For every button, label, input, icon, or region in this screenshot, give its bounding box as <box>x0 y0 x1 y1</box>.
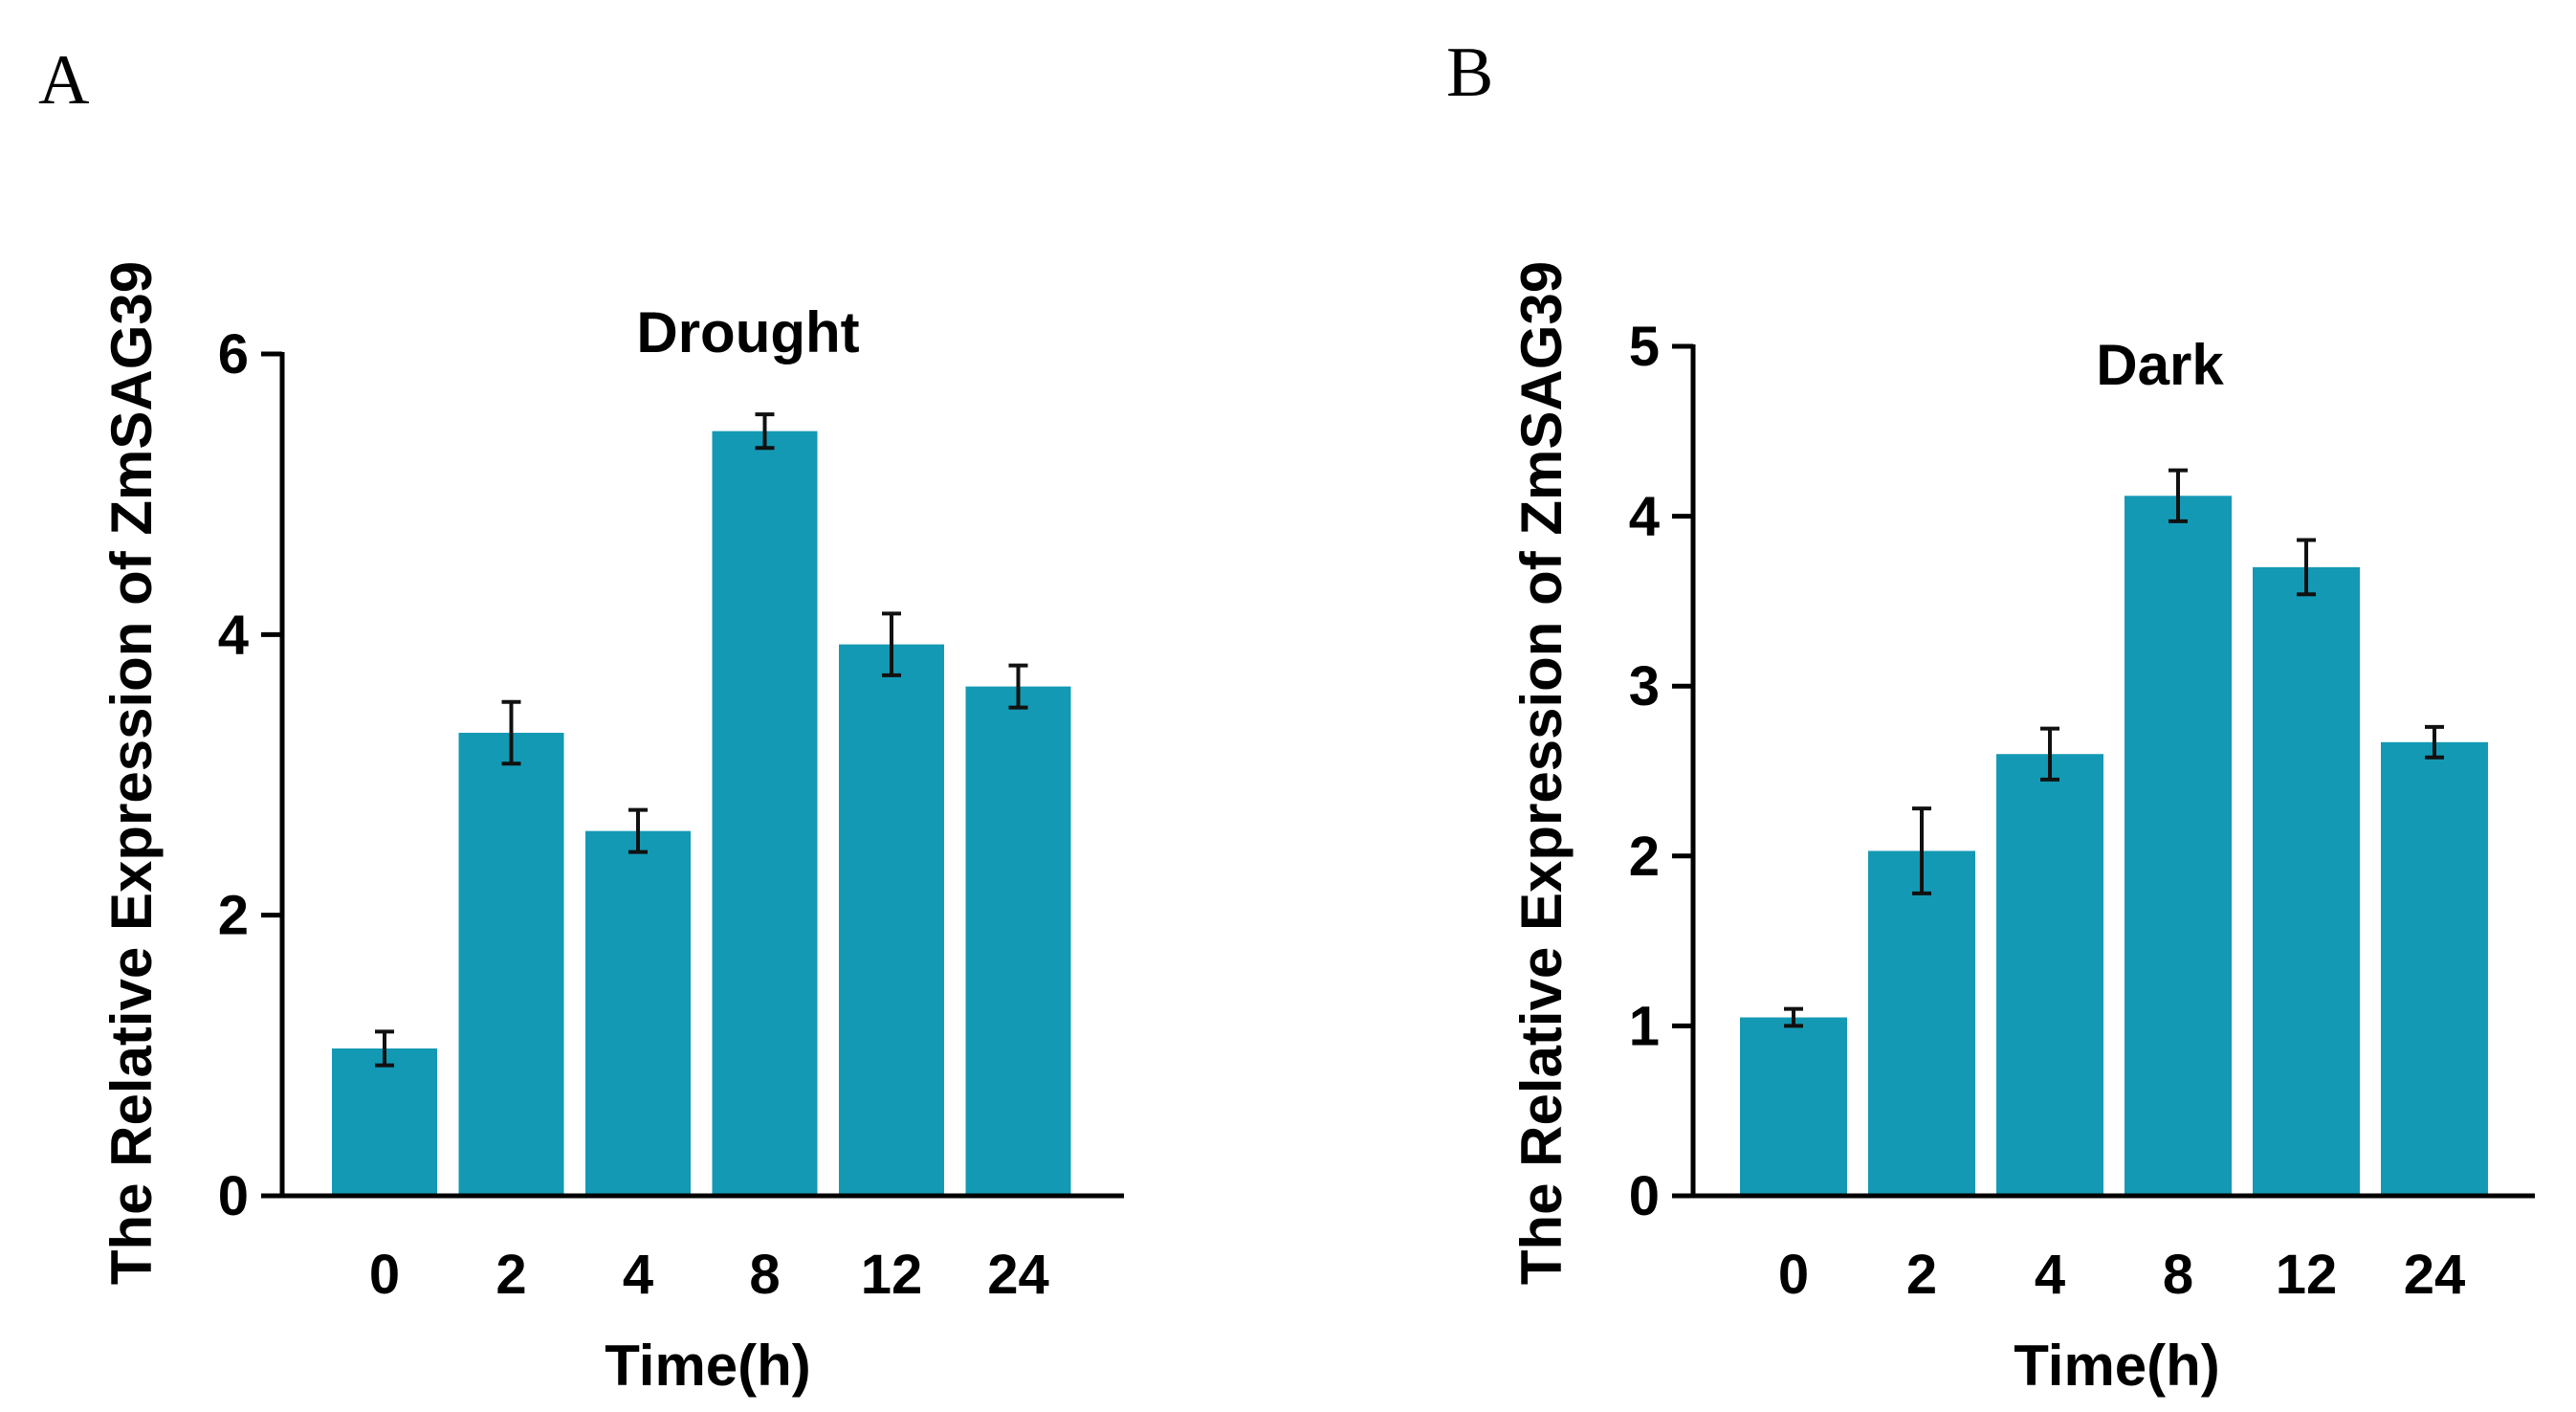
error-bar-0 <box>375 1029 394 1068</box>
x-tick-label: 4 <box>623 1244 653 1306</box>
error-bar-series <box>375 412 1028 1068</box>
y-tick-label: 2 <box>1629 826 1660 888</box>
x-tick-label: 0 <box>369 1244 400 1306</box>
error-bar-24 <box>1008 663 1028 710</box>
error-bar-12 <box>882 611 901 677</box>
bar-2 <box>1868 850 1975 1196</box>
x-tick-label: 24 <box>2404 1244 2466 1306</box>
bar-0 <box>1740 1017 1847 1196</box>
y-tick-label: 4 <box>1629 486 1660 548</box>
bar-12 <box>839 644 944 1196</box>
bar-2 <box>458 733 564 1196</box>
error-bar-12 <box>2297 538 2316 597</box>
x-tick-label: 4 <box>2035 1244 2065 1306</box>
y-tick-group: 0 1 2 3 4 5 <box>1629 316 1693 1227</box>
panel-b-dark: B Dark The Relative Expression of ZmSAG3… <box>1446 33 2535 1398</box>
panel-a-drought: A Drought The Relative Expression of ZmS… <box>38 41 1124 1398</box>
panel-label-a: A <box>38 41 89 120</box>
bar-8 <box>2125 496 2232 1196</box>
y-tick-label: 5 <box>1629 316 1660 378</box>
x-tick-label: 0 <box>1778 1244 1809 1306</box>
bar-4 <box>585 830 691 1196</box>
error-bar-series <box>1784 468 2444 1028</box>
x-tick-group: 0 2 4 8 12 24 <box>1778 1244 2465 1306</box>
y-axis-label: The Relative Expression of ZmSAG39 <box>1509 261 1574 1285</box>
bar-12 <box>2253 566 2360 1196</box>
error-bar-4 <box>628 807 648 854</box>
bar-series <box>332 430 1071 1197</box>
error-bar-2 <box>1912 806 1931 895</box>
x-tick-label: 2 <box>1906 1244 1937 1306</box>
x-tick-label: 24 <box>987 1244 1049 1306</box>
bar-series <box>1740 496 2488 1196</box>
axes <box>1690 344 2535 1199</box>
x-tick-label: 8 <box>749 1244 780 1306</box>
error-bar-2 <box>501 699 521 766</box>
y-tick-label: 2 <box>218 885 249 947</box>
y-tick-label: 0 <box>1629 1165 1660 1227</box>
y-tick-group: 0 2 4 6 <box>218 323 282 1227</box>
y-tick-label: 3 <box>1629 655 1660 717</box>
bar-24 <box>2381 741 2488 1196</box>
x-tick-label: 2 <box>495 1244 526 1306</box>
bar-4 <box>1996 754 2103 1196</box>
x-tick-group: 0 2 4 8 12 24 <box>369 1244 1049 1306</box>
bar-24 <box>965 686 1071 1196</box>
y-axis-label: The Relative Expression of ZmSAG39 <box>99 261 164 1285</box>
x-tick-label: 12 <box>861 1244 923 1306</box>
y-tick-label: 0 <box>218 1165 249 1227</box>
error-bar-4 <box>2040 726 2059 782</box>
chart-title-drought: Drought <box>636 300 859 364</box>
error-bar-0 <box>1784 1006 1803 1028</box>
x-tick-label: 8 <box>2163 1244 2193 1306</box>
bar-0 <box>332 1048 437 1196</box>
y-tick-label: 4 <box>218 604 249 666</box>
x-axis-label: Time(h) <box>605 1334 811 1398</box>
chart-title-dark: Dark <box>2096 333 2224 397</box>
x-axis-label: Time(h) <box>2014 1334 2220 1398</box>
x-tick-label: 12 <box>2276 1244 2338 1306</box>
panel-label-b: B <box>1446 33 1493 112</box>
axes <box>279 352 1124 1199</box>
y-tick-label: 6 <box>218 323 249 386</box>
bar-8 <box>712 430 818 1197</box>
error-bar-8 <box>755 412 775 451</box>
error-bar-24 <box>2425 724 2444 760</box>
error-bar-8 <box>2169 468 2188 523</box>
y-tick-label: 1 <box>1629 995 1660 1057</box>
